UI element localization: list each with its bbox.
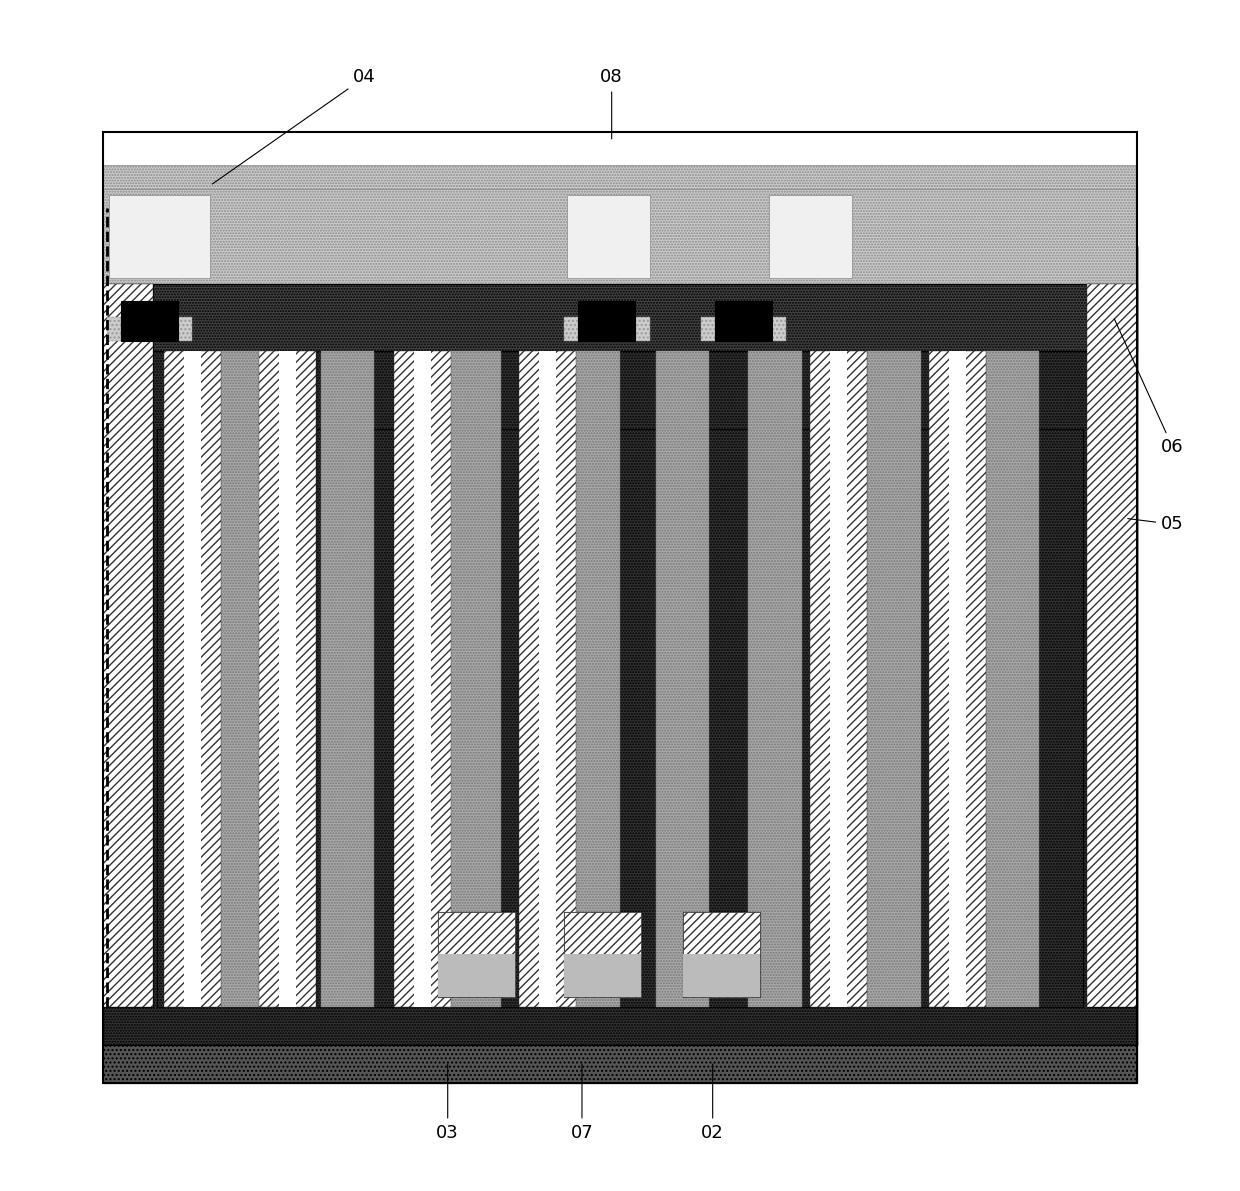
Bar [156, 429, 1084, 1006]
Bar [164, 350, 221, 1006]
Bar [103, 285, 1137, 350]
Text: 03: 03 [436, 1064, 459, 1142]
Bar [109, 195, 210, 279]
Text: 05: 05 [1127, 516, 1184, 534]
Bar [438, 954, 516, 997]
Bar [520, 350, 577, 1006]
Bar [539, 350, 556, 1006]
Bar [448, 350, 501, 1006]
Bar [567, 195, 650, 279]
Bar [683, 911, 760, 997]
Bar [394, 350, 451, 1006]
Bar [635, 317, 650, 341]
Bar [259, 350, 316, 1006]
Bar [701, 317, 715, 341]
Bar [929, 350, 986, 1006]
Bar [438, 911, 516, 997]
Bar [683, 954, 760, 997]
Bar [103, 189, 1137, 285]
Text: 06: 06 [1115, 319, 1184, 456]
Bar [1087, 285, 1137, 1006]
Bar [103, 132, 1137, 1083]
Text: 08: 08 [600, 68, 622, 139]
Bar [567, 350, 620, 1006]
Bar [107, 317, 122, 341]
Bar [929, 350, 986, 1006]
Bar [715, 301, 773, 341]
Bar [520, 350, 577, 1006]
Bar [103, 247, 1137, 1045]
Bar [221, 350, 274, 1006]
Bar [103, 285, 1137, 350]
Bar [259, 350, 316, 1006]
Bar [748, 350, 802, 1006]
Bar [321, 350, 374, 1006]
Bar [830, 350, 847, 1006]
Bar [656, 350, 709, 1006]
Bar [564, 317, 578, 341]
Bar [810, 350, 867, 1006]
Bar [103, 1045, 1137, 1083]
Bar [414, 350, 432, 1006]
Text: 07: 07 [570, 1064, 594, 1142]
Bar [103, 285, 153, 1006]
Bar [949, 350, 966, 1006]
Bar [164, 350, 221, 1006]
Bar [184, 350, 201, 1006]
Text: 04: 04 [212, 68, 376, 183]
Bar [103, 166, 1137, 189]
Bar [103, 247, 1137, 1045]
Bar [810, 350, 867, 1006]
Bar [683, 911, 760, 997]
Bar [156, 429, 1084, 1006]
Bar [564, 954, 641, 997]
Bar [564, 911, 641, 997]
Bar [394, 350, 451, 1006]
Bar [986, 350, 1039, 1006]
Bar [438, 911, 516, 997]
Bar [578, 301, 635, 341]
Bar [103, 285, 153, 1006]
Bar [179, 317, 192, 341]
Bar [1087, 285, 1137, 1006]
Bar [122, 301, 179, 341]
Bar [564, 911, 641, 997]
Bar [279, 350, 296, 1006]
Text: 02: 02 [702, 1064, 724, 1142]
Bar [103, 1045, 1137, 1083]
Bar [773, 317, 786, 341]
Bar [769, 195, 852, 279]
Bar [103, 170, 1137, 247]
Bar [867, 350, 920, 1006]
